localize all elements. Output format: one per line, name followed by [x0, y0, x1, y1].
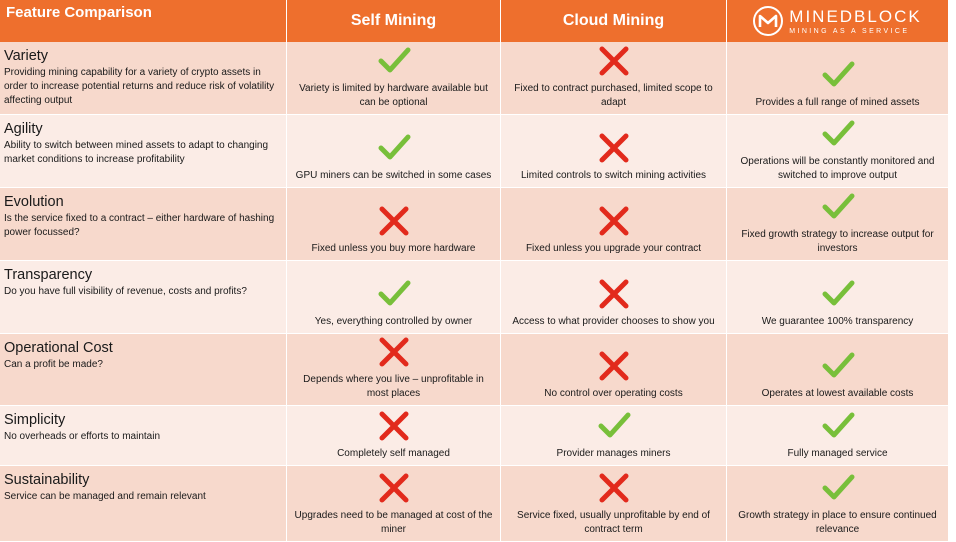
cloud-cell-operational-cost: No control over operating costs: [501, 334, 727, 406]
feature-description: Providing mining capability for a variet…: [4, 67, 275, 106]
feature-cell-variety: Variety Providing mining capability for a…: [0, 42, 287, 115]
check-icon: [822, 61, 854, 87]
mb-cell-agility: Operations will be constantly monitored …: [727, 115, 949, 188]
header-minedblock: MINEDBLOCK MINING AS A SERVICE: [727, 0, 949, 42]
brand-tagline: MINING AS A SERVICE: [789, 28, 910, 35]
mb-note: Provides a full range of mined assets: [755, 97, 920, 108]
cross-icon: [379, 206, 408, 236]
feature-name: Simplicity: [4, 412, 66, 428]
self-cell-agility: GPU miners can be switched in some cases: [287, 115, 501, 188]
mb-note: Operations will be constantly monitored …: [740, 156, 935, 181]
cross-icon: [379, 337, 408, 367]
check-icon: [822, 193, 854, 219]
feature-cell-sustainability: Sustainability Service can be managed and…: [0, 466, 287, 542]
feature-cell-operational-cost: Operational Cost Can a profit be made?: [0, 334, 287, 406]
mb-cell-evolution: Fixed growth strategy to increase output…: [727, 188, 949, 261]
mb-cell-simplicity: Fully managed service: [727, 406, 949, 466]
cloud-cell-sustainability: Service fixed, usually unprofitable by e…: [501, 466, 727, 542]
feature-description: Do you have full visibility of revenue, …: [4, 286, 247, 297]
self-cell-variety: Variety is limited by hardware available…: [287, 42, 501, 115]
cross-icon: [599, 206, 628, 236]
self-cell-transparency: Yes, everything controlled by owner: [287, 261, 501, 334]
mb-note: Fully managed service: [787, 448, 888, 459]
cloud-note: Fixed to contract purchased, limited sco…: [514, 83, 713, 108]
feature-description: No overheads or efforts to maintain: [4, 431, 161, 442]
self-cell-operational-cost: Depends where you live – unprofitable in…: [287, 334, 501, 406]
mb-note: Growth strategy in place to ensure conti…: [738, 510, 937, 535]
mb-cell-sustainability: Growth strategy in place to ensure conti…: [727, 466, 949, 542]
mb-cell-variety: Provides a full range of mined assets: [727, 42, 949, 115]
self-note: GPU miners can be switched in some cases: [295, 170, 492, 181]
feature-name: Agility: [4, 121, 43, 137]
self-cell-simplicity: Completely self managed: [287, 406, 501, 466]
cloud-note: Limited controls to switch mining activi…: [520, 170, 707, 181]
cloud-note: Fixed unless you upgrade your contract: [525, 243, 702, 254]
check-icon: [822, 120, 854, 146]
cloud-cell-simplicity: Provider manages miners: [501, 406, 727, 466]
feature-cell-agility: Agility Ability to switch between mined a…: [0, 115, 287, 188]
feature-description: Service can be managed and remain releva…: [4, 491, 206, 502]
cross-icon: [379, 473, 408, 503]
feature-description: Can a profit be made?: [4, 359, 103, 370]
feature-name: Transparency: [4, 267, 93, 283]
minedblock-logo: MINEDBLOCK MINING AS A SERVICE: [753, 6, 921, 36]
self-note: Upgrades need to be managed at cost of t…: [294, 510, 493, 535]
check-icon: [378, 280, 410, 306]
cross-icon: [379, 411, 408, 441]
feature-cell-simplicity: Simplicity No overheads or efforts to mai…: [0, 406, 287, 466]
feature-description: Ability to switch between mined assets t…: [4, 140, 269, 165]
feature-name: Operational Cost: [4, 340, 113, 356]
feature-description: Is the service fixed to a contract – eit…: [4, 213, 275, 238]
mb-note: We guarantee 100% transparency: [761, 316, 914, 327]
cross-icon: [599, 133, 628, 163]
mb-cell-transparency: We guarantee 100% transparency: [727, 261, 949, 334]
self-note: Completely self managed: [337, 448, 450, 459]
self-cell-sustainability: Upgrades need to be managed at cost of t…: [287, 466, 501, 542]
header-cloud-mining: Cloud Mining: [501, 0, 727, 42]
check-icon: [822, 474, 854, 500]
mb-note: Operates at lowest available costs: [761, 388, 914, 399]
mb-cell-operational-cost: Operates at lowest available costs: [727, 334, 949, 406]
check-icon: [598, 412, 630, 438]
cloud-cell-evolution: Fixed unless you upgrade your contract: [501, 188, 727, 261]
check-icon: [822, 412, 854, 438]
self-cell-evolution: Fixed unless you buy more hardware: [287, 188, 501, 261]
cross-icon: [599, 473, 628, 503]
cloud-note: Provider manages miners: [556, 448, 671, 459]
feature-name: Sustainability: [4, 472, 90, 488]
header-feature: Feature Comparison: [0, 0, 287, 42]
feature-name: Variety: [4, 48, 49, 64]
self-note: Depends where you live – unprofitable in…: [303, 374, 484, 399]
self-note: Yes, everything controlled by owner: [314, 316, 473, 327]
check-icon: [378, 47, 410, 73]
feature-cell-transparency: Transparency Do you have full visibility …: [0, 261, 287, 334]
self-note: Variety is limited by hardware available…: [299, 83, 488, 108]
cloud-cell-transparency: Access to what provider chooses to show …: [501, 261, 727, 334]
mb-note: Fixed growth strategy to increase output…: [741, 229, 934, 254]
cross-icon: [599, 279, 628, 309]
brand-name: MINEDBLOCK: [789, 7, 922, 26]
cloud-note: Access to what provider chooses to show …: [512, 316, 715, 327]
feature-cell-evolution: Evolution Is the service fixed to a contr…: [0, 188, 287, 261]
minedblock-logo-icon: [753, 6, 784, 36]
cloud-note: No control over operating costs: [544, 388, 683, 399]
cloud-note: Service fixed, usually unprofitable by e…: [517, 510, 710, 535]
cross-icon: [599, 351, 628, 381]
cross-icon: [599, 46, 628, 76]
cloud-cell-agility: Limited controls to switch mining activi…: [501, 115, 727, 188]
check-icon: [378, 134, 410, 160]
check-icon: [822, 280, 854, 306]
feature-name: Evolution: [4, 194, 64, 210]
cloud-cell-variety: Fixed to contract purchased, limited sco…: [501, 42, 727, 115]
check-icon: [822, 352, 854, 378]
self-note: Fixed unless you buy more hardware: [311, 243, 476, 254]
header-self-mining: Self Mining: [287, 0, 501, 42]
